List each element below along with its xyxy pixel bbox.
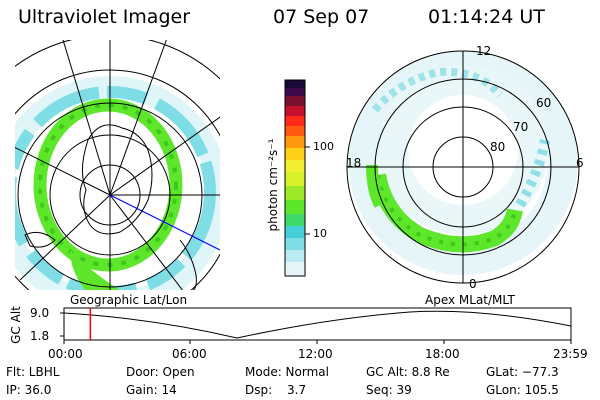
mlat-label-70: 70 <box>513 120 529 134</box>
status-gc-alt: GC Alt: 8.8 Re <box>366 365 450 379</box>
mlt-label-18: 18 <box>346 156 362 170</box>
nightside-aurora-texture <box>376 174 517 247</box>
status-dsp-label: Dsp: <box>245 383 273 397</box>
timeline-xtick-2359: 23:59 <box>553 347 588 361</box>
aurora-patch <box>70 250 120 290</box>
mlt-label-6: 6 <box>576 156 584 170</box>
status-filter: Flt: LBHL <box>6 365 60 379</box>
timeline-xtick-0000: 00:00 <box>48 347 83 361</box>
timeline-xtick-1200: 12:00 <box>298 347 333 361</box>
altitude-curve <box>63 310 572 339</box>
status-gain: Gain: 14 <box>126 383 177 397</box>
status-door: Door: Open <box>126 365 195 379</box>
colorbar-tick-100: 100 <box>313 140 334 153</box>
timeline-xtick-1800: 18:00 <box>425 347 460 361</box>
mlat-grid <box>346 50 580 284</box>
status-glon: GLon: 105.5 <box>486 383 559 397</box>
status-ip: IP: 36.0 <box>6 383 52 397</box>
timeline-ytick-high: 9.0 <box>30 306 50 320</box>
header-time: 01:14:24 UT <box>428 6 545 28</box>
timeline-ytick-low: 1.8 <box>30 329 50 343</box>
midnight-meridian <box>109 194 220 251</box>
mlt-label-12: 12 <box>476 44 492 58</box>
mlat-label-80: 80 <box>490 140 506 154</box>
coast-fragment-east <box>179 239 197 290</box>
dawn-arc <box>515 139 550 208</box>
header-date: 07 Sep 07 <box>273 6 370 28</box>
timeline-frame <box>63 307 572 341</box>
status-glat: GLat: −77.3 <box>486 365 559 379</box>
coast-fragment <box>24 231 56 248</box>
mlt-label-0: 0 <box>469 277 477 291</box>
mlat-label-60: 60 <box>536 96 552 110</box>
aurora-tail <box>366 164 386 208</box>
status-mode: Mode: Normal <box>245 365 329 379</box>
aurora-oval-texture <box>38 103 178 267</box>
left-panel-caption: Geographic Lat/Lon <box>70 293 188 307</box>
timeline-xtick-0600: 06:00 <box>172 347 207 361</box>
status-dsp-value: 3.7 <box>287 383 307 397</box>
right-panel-caption: Apex MLat/MLT <box>425 293 515 307</box>
status-seq: Seq: 39 <box>366 383 412 397</box>
colorbar <box>284 79 310 277</box>
meridians <box>15 40 220 290</box>
timeline-ticks <box>60 312 572 344</box>
timeline-ylabel: GC Alt <box>9 306 23 344</box>
instrument-title: Ultraviolet Imager <box>18 6 191 28</box>
greenland-coast <box>82 124 153 235</box>
colorbar-tick-10: 10 <box>313 227 327 240</box>
